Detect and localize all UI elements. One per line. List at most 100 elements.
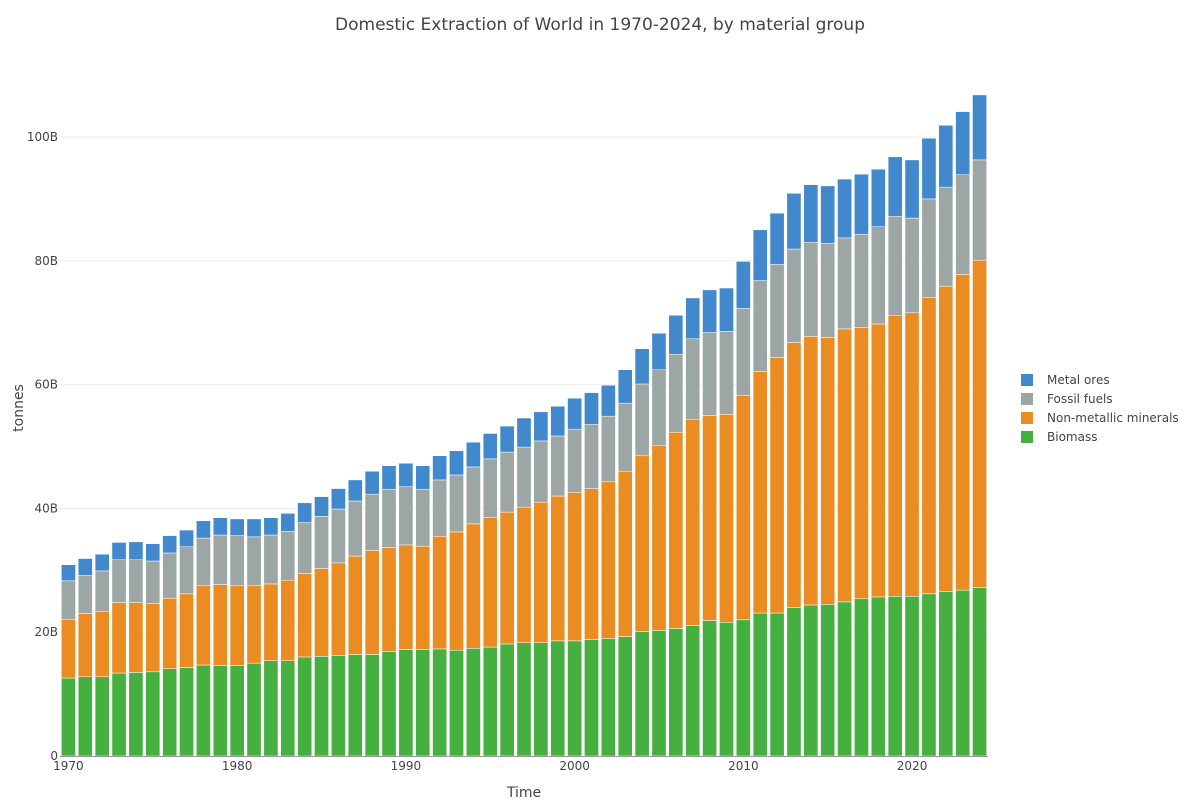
legend-item-biomass[interactable]: Biomass bbox=[1021, 430, 1097, 444]
bar-segment-metal-ores-1973[interactable] bbox=[111, 542, 127, 561]
bar-segment-biomass-1972[interactable] bbox=[94, 676, 110, 757]
bar-segment-biomass-1998[interactable] bbox=[533, 642, 549, 757]
bar-segment-fossil-fuels-2020[interactable] bbox=[904, 217, 920, 314]
bar-segment-non-metallic-minerals-1982[interactable] bbox=[263, 583, 279, 661]
bar-segment-fossil-fuels-1983[interactable] bbox=[280, 531, 296, 581]
bar-segment-biomass-2015[interactable] bbox=[820, 604, 836, 757]
bar-segment-fossil-fuels-1984[interactable] bbox=[297, 522, 312, 574]
bar-segment-non-metallic-minerals-2011[interactable] bbox=[752, 371, 768, 614]
bar-segment-metal-ores-1985[interactable] bbox=[314, 496, 329, 517]
bar-segment-fossil-fuels-1975[interactable] bbox=[145, 560, 161, 604]
bar-segment-biomass-2018[interactable] bbox=[870, 596, 886, 757]
bar-segment-fossil-fuels-2019[interactable] bbox=[887, 215, 903, 316]
bar-segment-fossil-fuels-1990[interactable] bbox=[398, 486, 414, 546]
bar-segment-fossil-fuels-2021[interactable] bbox=[921, 198, 937, 298]
bar-segment-fossil-fuels-2000[interactable] bbox=[567, 428, 582, 493]
bar-segment-biomass-1984[interactable] bbox=[297, 656, 312, 757]
bar-segment-non-metallic-minerals-2006[interactable] bbox=[668, 432, 684, 629]
bar-segment-metal-ores-2005[interactable] bbox=[651, 332, 667, 370]
bar-segment-non-metallic-minerals-2018[interactable] bbox=[870, 323, 886, 598]
bar-segment-fossil-fuels-1981[interactable] bbox=[246, 536, 262, 587]
bar-segment-metal-ores-2000[interactable] bbox=[567, 397, 582, 430]
bar-segment-metal-ores-2003[interactable] bbox=[617, 369, 633, 404]
bar-segment-metal-ores-2023[interactable] bbox=[955, 111, 971, 176]
bar-segment-fossil-fuels-1971[interactable] bbox=[77, 575, 93, 614]
bar-segment-non-metallic-minerals-2013[interactable] bbox=[786, 342, 802, 608]
bar-segment-metal-ores-2012[interactable] bbox=[769, 212, 785, 265]
bar-segment-biomass-2010[interactable] bbox=[736, 619, 751, 757]
bar-segment-fossil-fuels-2023[interactable] bbox=[955, 174, 971, 275]
bar-segment-non-metallic-minerals-2014[interactable] bbox=[803, 336, 819, 606]
bar-segment-metal-ores-2008[interactable] bbox=[702, 289, 717, 333]
bar-segment-non-metallic-minerals-2023[interactable] bbox=[955, 274, 971, 591]
bar-segment-non-metallic-minerals-1992[interactable] bbox=[432, 536, 447, 650]
bar-segment-biomass-2006[interactable] bbox=[668, 628, 684, 757]
bar-segment-non-metallic-minerals-2005[interactable] bbox=[651, 445, 667, 631]
bar-segment-metal-ores-1980[interactable] bbox=[229, 518, 245, 536]
bar-segment-non-metallic-minerals-1985[interactable] bbox=[314, 568, 329, 657]
bar-segment-biomass-1977[interactable] bbox=[179, 667, 194, 757]
bar-segment-fossil-fuels-2004[interactable] bbox=[634, 383, 650, 457]
bar-segment-biomass-2005[interactable] bbox=[651, 630, 667, 757]
legend-item-metal-ores[interactable]: Metal ores bbox=[1021, 373, 1110, 387]
bar-segment-biomass-1991[interactable] bbox=[415, 649, 431, 757]
bar-segment-biomass-1994[interactable] bbox=[466, 648, 481, 757]
bar-segment-biomass-2003[interactable] bbox=[617, 636, 633, 757]
bar-segment-non-metallic-minerals-2019[interactable] bbox=[887, 315, 903, 597]
bar-segment-metal-ores-2009[interactable] bbox=[719, 287, 734, 332]
bar-segment-metal-ores-1988[interactable] bbox=[364, 471, 380, 495]
bar-segment-metal-ores-1975[interactable] bbox=[145, 543, 161, 562]
bar-segment-biomass-2020[interactable] bbox=[904, 596, 920, 757]
bar-segment-metal-ores-1994[interactable] bbox=[466, 441, 481, 468]
bar-segment-fossil-fuels-2006[interactable] bbox=[668, 354, 684, 433]
bar-segment-non-metallic-minerals-1980[interactable] bbox=[229, 585, 245, 666]
bar-segment-non-metallic-minerals-2022[interactable] bbox=[938, 285, 954, 592]
bar-segment-metal-ores-2017[interactable] bbox=[854, 173, 869, 235]
bar-segment-metal-ores-1978[interactable] bbox=[196, 520, 211, 539]
bar-segment-biomass-2008[interactable] bbox=[702, 620, 717, 757]
bar-segment-metal-ores-1991[interactable] bbox=[415, 465, 431, 490]
bar-segment-biomass-1978[interactable] bbox=[196, 664, 211, 757]
bar-segment-metal-ores-1984[interactable] bbox=[297, 502, 312, 523]
bar-segment-metal-ores-2004[interactable] bbox=[634, 348, 650, 385]
bar-segment-fossil-fuels-2017[interactable] bbox=[854, 233, 869, 328]
bar-segment-biomass-2012[interactable] bbox=[769, 612, 785, 757]
bar-segment-fossil-fuels-1992[interactable] bbox=[432, 479, 447, 537]
bar-segment-non-metallic-minerals-1975[interactable] bbox=[145, 603, 161, 673]
bar-segment-fossil-fuels-2012[interactable] bbox=[769, 264, 785, 358]
bar-segment-non-metallic-minerals-1972[interactable] bbox=[94, 611, 110, 678]
bar-segment-biomass-2023[interactable] bbox=[955, 589, 971, 757]
bar-segment-biomass-2011[interactable] bbox=[752, 612, 768, 757]
bar-segment-biomass-1987[interactable] bbox=[347, 654, 363, 757]
bar-segment-metal-ores-2015[interactable] bbox=[820, 185, 836, 244]
bar-segment-fossil-fuels-1978[interactable] bbox=[196, 537, 211, 587]
bar-segment-biomass-1981[interactable] bbox=[246, 662, 262, 757]
bar-segment-non-metallic-minerals-2024[interactable] bbox=[972, 259, 987, 588]
bar-segment-metal-ores-1999[interactable] bbox=[550, 406, 566, 437]
bar-segment-metal-ores-1986[interactable] bbox=[331, 488, 346, 510]
bar-segment-fossil-fuels-2010[interactable] bbox=[736, 308, 751, 396]
bar-segment-biomass-2001[interactable] bbox=[584, 639, 599, 757]
bar-segment-biomass-2002[interactable] bbox=[601, 638, 616, 757]
bar-segment-fossil-fuels-1988[interactable] bbox=[364, 493, 380, 551]
bar-segment-non-metallic-minerals-2015[interactable] bbox=[820, 337, 836, 605]
bar-segment-biomass-1995[interactable] bbox=[482, 646, 498, 757]
bar-segment-biomass-1993[interactable] bbox=[449, 649, 464, 757]
bar-segment-non-metallic-minerals-1977[interactable] bbox=[179, 593, 194, 668]
bar-segment-fossil-fuels-2003[interactable] bbox=[617, 402, 633, 472]
bar-segment-fossil-fuels-1974[interactable] bbox=[128, 559, 144, 603]
bar-segment-fossil-fuels-2002[interactable] bbox=[601, 415, 616, 483]
bar-segment-non-metallic-minerals-2017[interactable] bbox=[854, 327, 869, 600]
bar-segment-non-metallic-minerals-2009[interactable] bbox=[719, 414, 734, 623]
legend-item-fossil-fuels[interactable]: Fossil fuels bbox=[1021, 392, 1113, 406]
bar-segment-fossil-fuels-1999[interactable] bbox=[550, 435, 566, 497]
bar-segment-fossil-fuels-2009[interactable] bbox=[719, 331, 734, 415]
bar-segment-metal-ores-2001[interactable] bbox=[584, 392, 599, 425]
bar-segment-biomass-2013[interactable] bbox=[786, 607, 802, 757]
bar-segment-fossil-fuels-1998[interactable] bbox=[533, 440, 549, 503]
bar-segment-fossil-fuels-1979[interactable] bbox=[212, 534, 228, 585]
bar-segment-metal-ores-1974[interactable] bbox=[128, 541, 144, 561]
bar-segment-non-metallic-minerals-1986[interactable] bbox=[331, 562, 346, 656]
bar-segment-biomass-1983[interactable] bbox=[280, 660, 296, 757]
bar-segment-biomass-1973[interactable] bbox=[111, 672, 127, 757]
